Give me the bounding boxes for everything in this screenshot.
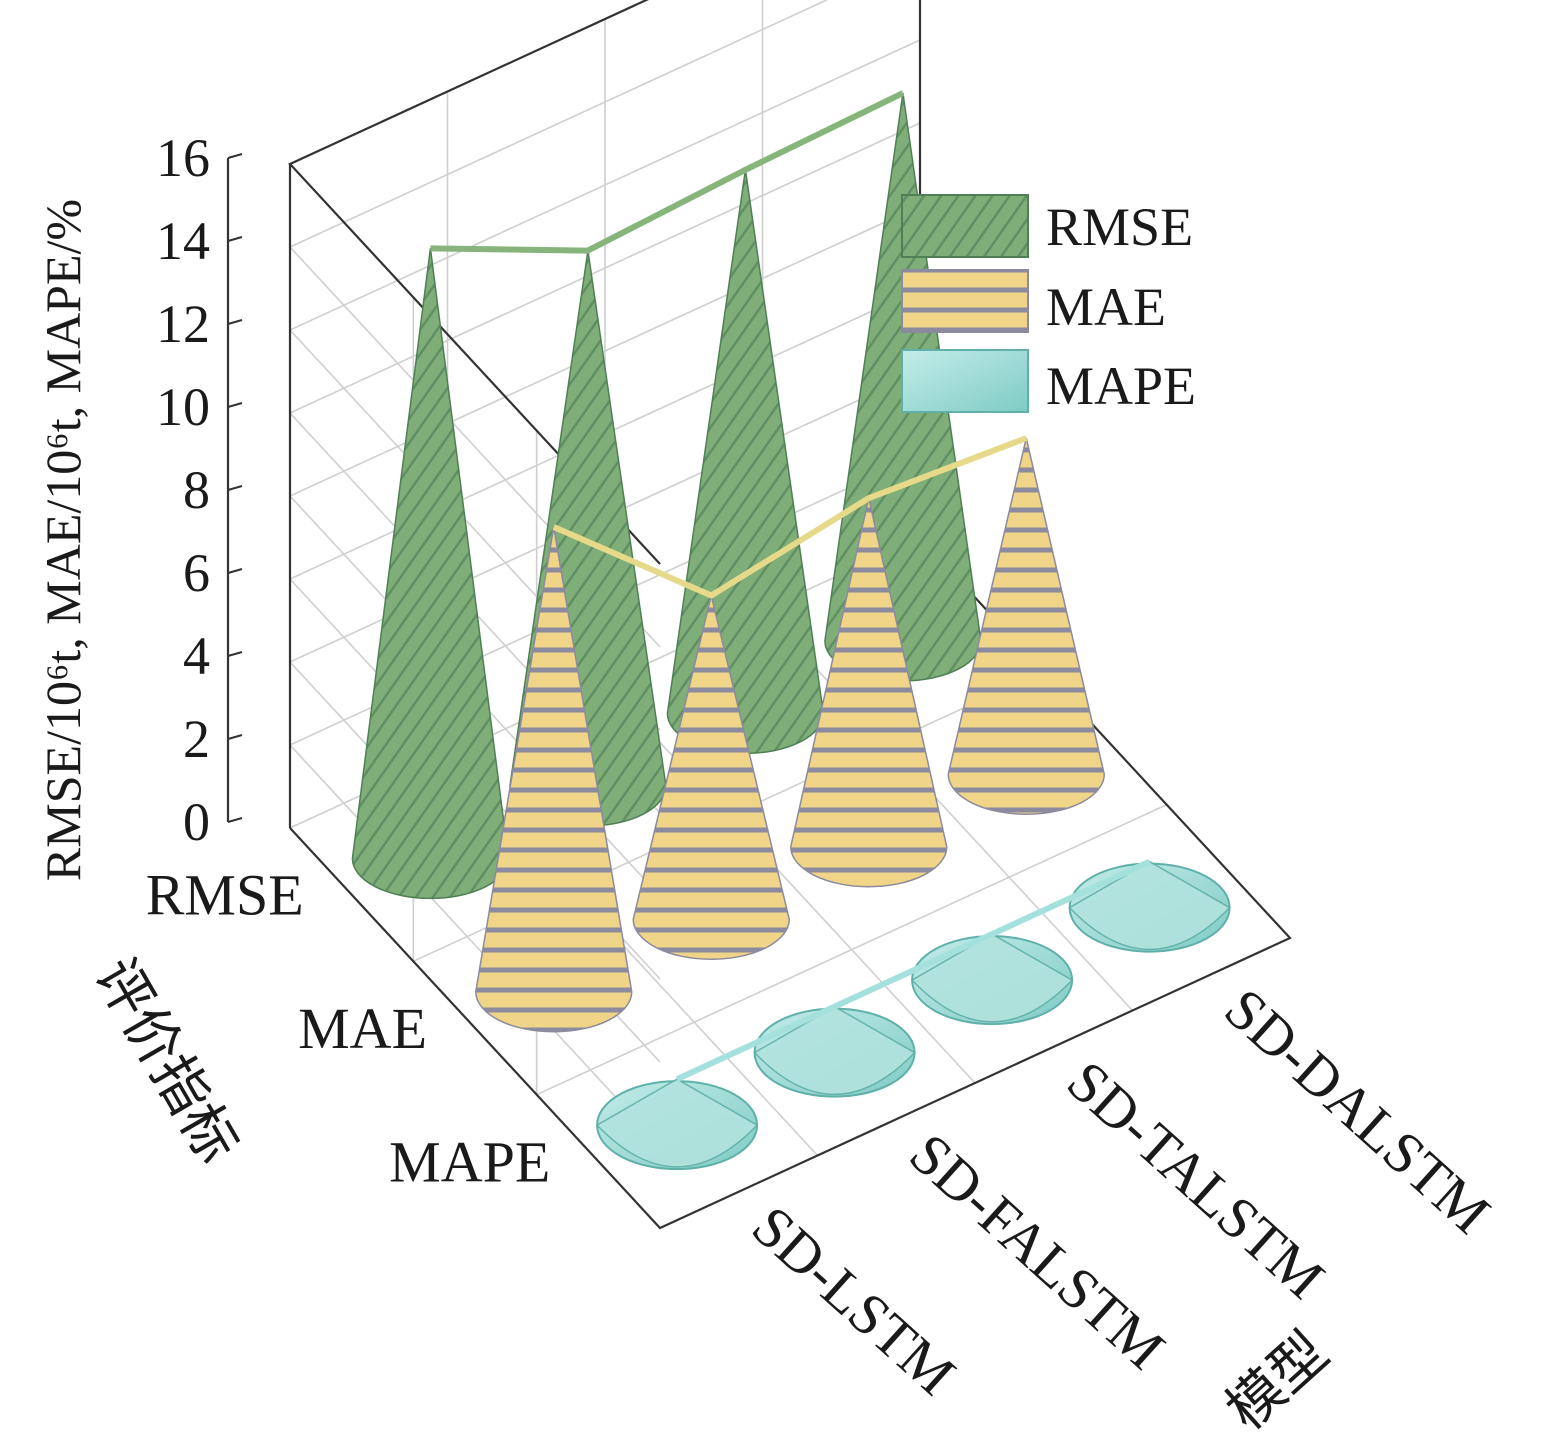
z-tick-mark: [227, 485, 243, 491]
cone-mae-sd-lstm: [474, 526, 633, 1033]
z-tick-mark: [227, 568, 243, 574]
z-tick-label: 16: [156, 128, 210, 188]
y-axis-title: 评价指标: [83, 949, 249, 1174]
cone-rmse-sd-lstm: [351, 248, 510, 900]
z-tick-mark: [227, 236, 243, 242]
cone-surface: [474, 526, 633, 1033]
z-tick-mark: [227, 319, 243, 325]
legend-label-rmse: RMSE: [1046, 197, 1193, 257]
cone-mape-sd-lstm: [595, 1078, 759, 1171]
cone-mape-sd-falstm: [753, 1005, 916, 1098]
floor-gridline: [761, 609, 1134, 1012]
z-tick-mark: [227, 402, 243, 408]
z-tick-mark: [227, 153, 243, 159]
cone-surface: [910, 933, 1074, 1023]
cone-mae-sd-falstm: [632, 595, 791, 960]
floor-front-edge: [289, 537, 1292, 1230]
legend-swatch-mape: [901, 349, 1029, 413]
legend-label-mae: MAE: [1046, 277, 1166, 337]
trend-line-mape: [675, 858, 1151, 1082]
cones-layer: [351, 93, 1231, 1171]
metric-label: RMSE: [146, 863, 304, 928]
trend-line-rmse: [430, 90, 905, 254]
cone-surface: [666, 169, 825, 755]
metric-label: MAPE: [389, 1129, 550, 1194]
cone-surface: [789, 497, 948, 888]
cone-mae-sd-talstm: [789, 497, 948, 888]
cone-mape-sd-dalstm: [1068, 860, 1231, 953]
cone-surface: [1068, 860, 1231, 950]
cone-mape-sd-talstm: [910, 933, 1074, 1026]
cone-surface: [595, 1078, 759, 1168]
z-tick-label: 8: [183, 460, 210, 520]
z-tick-label: 0: [183, 792, 210, 852]
trend-line-mae: [552, 435, 1028, 599]
cone-surface: [753, 1005, 916, 1095]
x-axis-title: 模型: [1216, 1321, 1341, 1442]
legend-swatch-rmse: [901, 194, 1029, 258]
cone-surface: [947, 437, 1106, 815]
z-axis-title: RMSE/10⁶t, MAE/10⁶t, MAPE/%: [35, 199, 91, 881]
z-tick-label: 10: [156, 377, 210, 437]
cone-mae-sd-dalstm: [947, 437, 1106, 815]
z-tick-label: 6: [183, 543, 210, 603]
z-tick-label: 4: [183, 626, 210, 686]
cone-rmse-sd-talstm: [666, 169, 825, 755]
floor-gridline: [604, 682, 976, 1084]
z-tick-label: 14: [156, 211, 210, 271]
z-tick-mark: [227, 651, 243, 657]
z-tick-label: 2: [183, 709, 210, 769]
legend: RMSE MAE MAPE: [901, 194, 1196, 416]
z-tick-label: 12: [156, 294, 210, 354]
cone-surface: [632, 595, 791, 960]
trend-lines-layer: [430, 90, 1151, 1082]
legend-swatch-mae: [901, 269, 1029, 333]
z-tick-mark: [227, 817, 243, 823]
legend-label-mape: MAPE: [1046, 356, 1196, 416]
model-label: SD-LSTM: [740, 1193, 968, 1407]
z-tick-labels: 0 2 4 6 8 10 12 14 16: [156, 128, 210, 852]
metric-label: MAE: [298, 996, 427, 1061]
z-tick-mark: [227, 734, 243, 740]
cone-surface: [351, 248, 510, 900]
